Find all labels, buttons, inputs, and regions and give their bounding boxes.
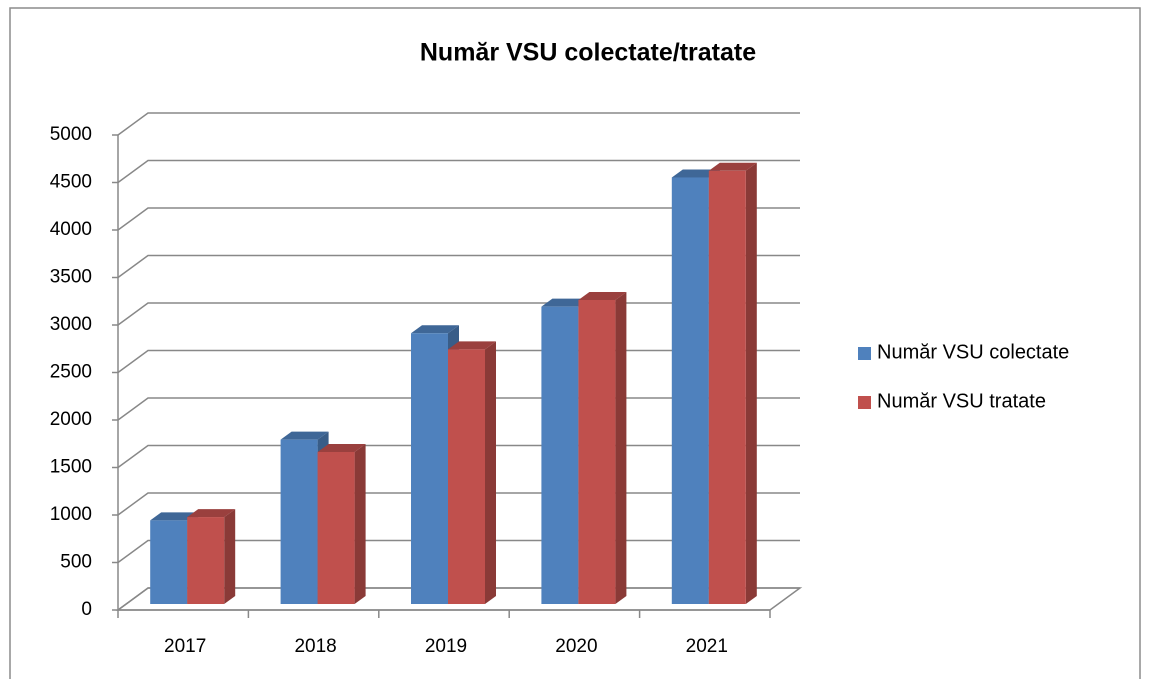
- bar-side: [354, 444, 366, 604]
- bar: [541, 306, 579, 604]
- y-tick-label: 3500: [50, 267, 92, 288]
- y-tick-label: 4000: [50, 219, 92, 240]
- bar: [150, 520, 188, 604]
- bar-side: [745, 162, 757, 605]
- grid-line: [117, 159, 800, 184]
- y-tick-label: 500: [60, 552, 92, 573]
- grid-line: [117, 254, 800, 279]
- chart-title: Număr VSU colectate/tratate: [420, 39, 756, 67]
- x-tick-label: 2021: [686, 636, 728, 657]
- grid-line: [117, 112, 800, 136]
- bar-top: [411, 325, 459, 334]
- legend-swatch: [858, 347, 871, 360]
- bar: [671, 177, 709, 604]
- x-tick-label: 2017: [164, 636, 206, 657]
- grid-line: [117, 207, 800, 231]
- bar: [280, 439, 318, 604]
- bar: [448, 349, 485, 604]
- bar-side: [485, 341, 496, 604]
- bar: [708, 170, 746, 605]
- bar-top: [671, 169, 720, 178]
- bar: [411, 333, 448, 604]
- bar-top: [541, 298, 590, 307]
- bar-top: [448, 341, 496, 350]
- bar: [317, 452, 355, 604]
- x-tick-label: 2019: [425, 636, 467, 657]
- x-tick-label: 2018: [294, 636, 336, 657]
- bar-top: [317, 444, 366, 452]
- legend-label: Număr VSU colectate: [877, 341, 1069, 363]
- bar-side: [615, 292, 627, 604]
- bar-top: [578, 292, 627, 300]
- y-tick-label: 3000: [50, 314, 92, 335]
- x-tick-label: 2020: [555, 636, 597, 657]
- y-tick-label: 2000: [50, 409, 92, 430]
- y-tick-label: 1000: [50, 504, 92, 525]
- bar: [187, 517, 225, 604]
- bar-top: [150, 512, 199, 521]
- y-tick-label: 2500: [50, 362, 92, 383]
- legend-label: Număr VSU tratate: [877, 390, 1046, 412]
- legend-swatch: [858, 396, 871, 409]
- bar: [578, 300, 616, 604]
- y-tick-label: 0: [81, 599, 92, 620]
- y-tick-label: 5000: [50, 124, 92, 145]
- bar-top: [708, 162, 757, 171]
- y-tick-label: 4500: [50, 172, 92, 193]
- bar-top: [280, 431, 329, 440]
- y-tick-label: 1500: [50, 457, 92, 478]
- bar-side: [224, 509, 236, 604]
- bar-top: [187, 509, 236, 518]
